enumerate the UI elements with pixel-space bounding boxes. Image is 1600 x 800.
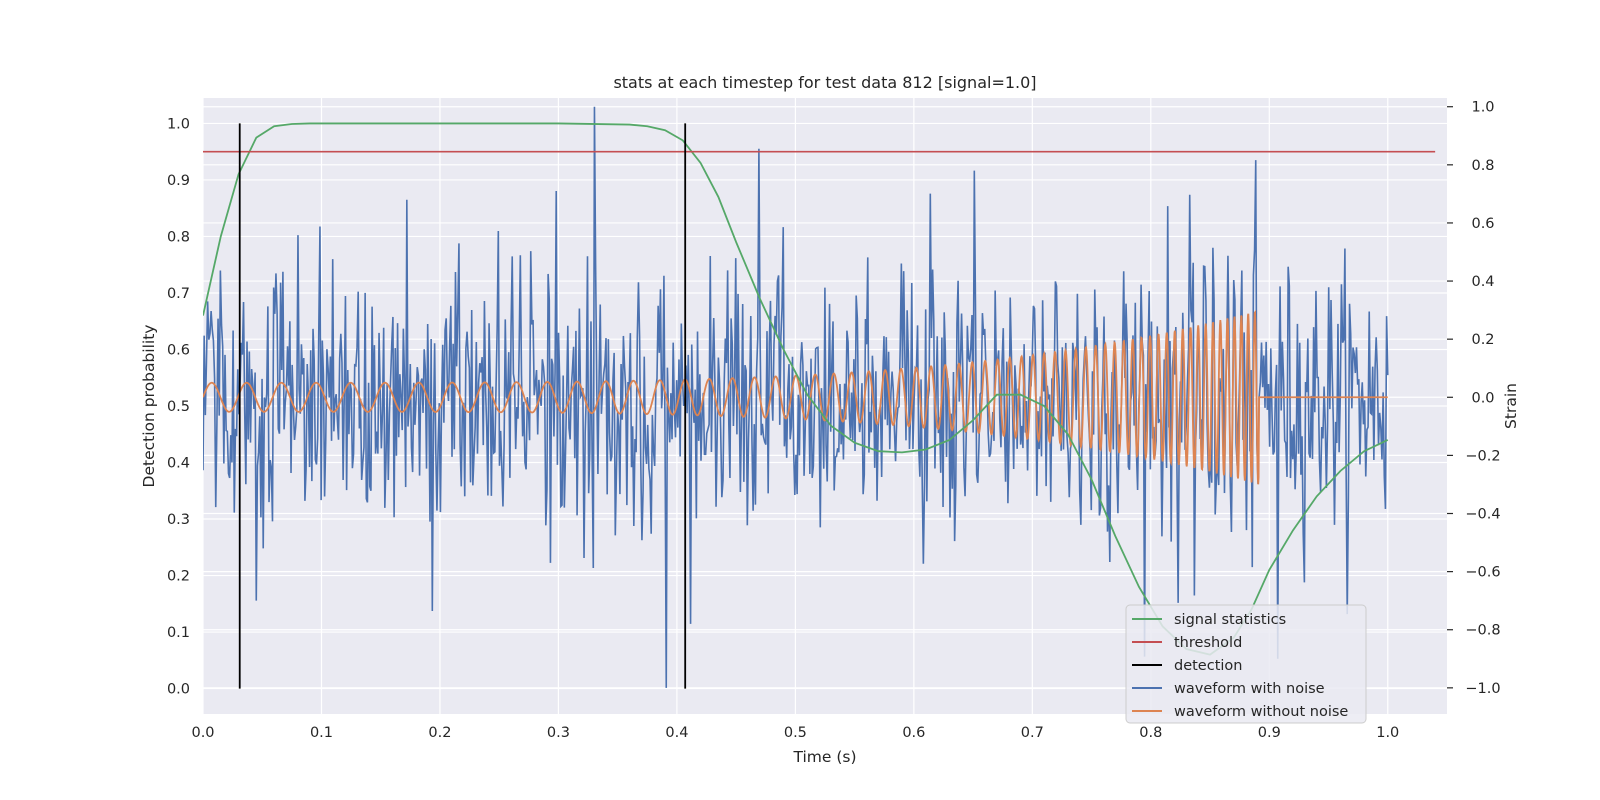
y2-tick-label: 0.4 (1471, 274, 1494, 290)
y2-tick-label: −1.0 (1465, 681, 1500, 697)
y2-tick-label: −0.8 (1465, 623, 1500, 639)
x-tick-label: 0.9 (1258, 725, 1281, 741)
legend-label-waveform-without-noise: waveform without noise (1174, 704, 1348, 720)
x-tick-label: 0.5 (784, 725, 807, 741)
legend-box (1125, 604, 1367, 724)
x-tick-label: 0.2 (428, 725, 451, 741)
y-tick-label: 0.8 (167, 229, 190, 245)
x-tick-label: 0.6 (902, 725, 925, 741)
y-tick-label: 0.4 (167, 456, 190, 472)
legend: signal statistics threshold detection wa… (1125, 604, 1367, 724)
x-tick-label: 0.0 (191, 725, 214, 741)
y-tick-label: 0.3 (167, 512, 190, 528)
series-waveform-without-noise (203, 309, 1388, 485)
y-tick-label: 0.2 (167, 569, 190, 585)
y2-tick-label: 0.0 (1471, 390, 1494, 406)
y2-tick-label: 0.2 (1471, 332, 1494, 348)
tick-labels: 0.0 0.1 0.2 0.3 0.4 0.5 0.6 0.7 0.8 0.9 1.0 0.0 0.1 0… (167, 100, 1501, 741)
x-tick-label: 0.7 (1021, 725, 1044, 741)
y2-tick-label: 0.8 (1471, 158, 1494, 174)
y-tick-label: 0.9 (167, 173, 190, 189)
x-axis-title: Time (s) (792, 748, 856, 766)
y-tick-label: 0.1 (167, 625, 190, 641)
series-layer (203, 106, 1436, 689)
legend-label-signal-statistics: signal statistics (1174, 612, 1286, 628)
y-tick-label: 1.0 (167, 116, 190, 132)
series-waveform-with-noise (203, 106, 1389, 688)
y2-tick-label: 1.0 (1471, 100, 1494, 116)
y-axis-title: Detection probability (140, 325, 158, 488)
legend-label-detection: detection (1174, 658, 1242, 674)
x-tick-label: 0.1 (310, 725, 333, 741)
chart-title: stats at each timestep for test data 812… (613, 73, 1036, 92)
y-tick-label: 0.6 (167, 342, 190, 358)
y-tick-label: 0.0 (167, 682, 190, 698)
y2-tick-label: 0.6 (1471, 216, 1494, 232)
y-tick-label: 0.7 (167, 286, 190, 302)
legend-label-threshold: threshold (1174, 635, 1242, 651)
y2-tick-label: −0.2 (1465, 448, 1500, 464)
y2-tick-label: −0.4 (1465, 507, 1500, 523)
x-tick-label: 0.8 (1139, 725, 1162, 741)
x-tick-label: 0.4 (665, 725, 688, 741)
x-tick-label: 1.0 (1376, 725, 1399, 741)
y2-axis-title: Strain (1502, 383, 1520, 429)
x-tick-label: 0.3 (547, 725, 570, 741)
y2-tick-label: −0.6 (1465, 565, 1500, 581)
legend-label-waveform-with-noise: waveform with noise (1174, 681, 1325, 697)
y-tick-label: 0.5 (167, 399, 190, 415)
